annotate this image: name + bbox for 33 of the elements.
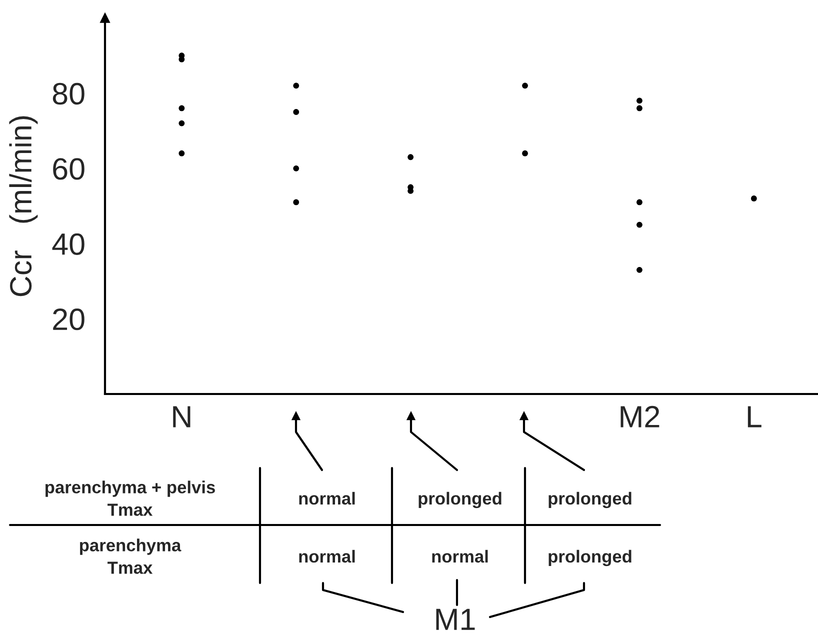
y-tick-label: 20 bbox=[53, 308, 84, 330]
point bbox=[293, 109, 300, 115]
text: normal bbox=[299, 550, 355, 563]
y-tick-label: 80 bbox=[52, 82, 84, 105]
text: normal bbox=[299, 492, 355, 505]
x-tick-label: N bbox=[173, 406, 190, 428]
point bbox=[636, 266, 642, 273]
point bbox=[522, 82, 528, 89]
point bbox=[178, 120, 185, 126]
point bbox=[408, 154, 414, 160]
point bbox=[636, 98, 642, 104]
x-tick-label: L bbox=[748, 406, 762, 428]
point bbox=[293, 82, 300, 89]
text: prolonged bbox=[418, 492, 502, 508]
point bbox=[293, 199, 300, 206]
x-tick-label: M2 bbox=[620, 406, 660, 428]
point bbox=[178, 150, 185, 156]
text: parenchyma Tmax bbox=[80, 538, 182, 574]
point bbox=[636, 105, 642, 112]
point bbox=[178, 105, 185, 112]
y-tick-label: 60 bbox=[53, 158, 84, 180]
text: normal bbox=[432, 550, 488, 563]
text: prolonged bbox=[548, 492, 632, 508]
text: parenchyma + pelvis Tmax bbox=[46, 480, 215, 516]
text: prolonged bbox=[548, 550, 632, 566]
point bbox=[636, 199, 642, 206]
point bbox=[750, 196, 757, 202]
y-axis-title: Ccr (ml/min) bbox=[9, 116, 38, 296]
point bbox=[522, 150, 528, 156]
y-tick-label: 40 bbox=[52, 233, 84, 255]
point bbox=[636, 222, 642, 228]
point bbox=[293, 165, 300, 172]
text: M1 bbox=[436, 608, 475, 630]
